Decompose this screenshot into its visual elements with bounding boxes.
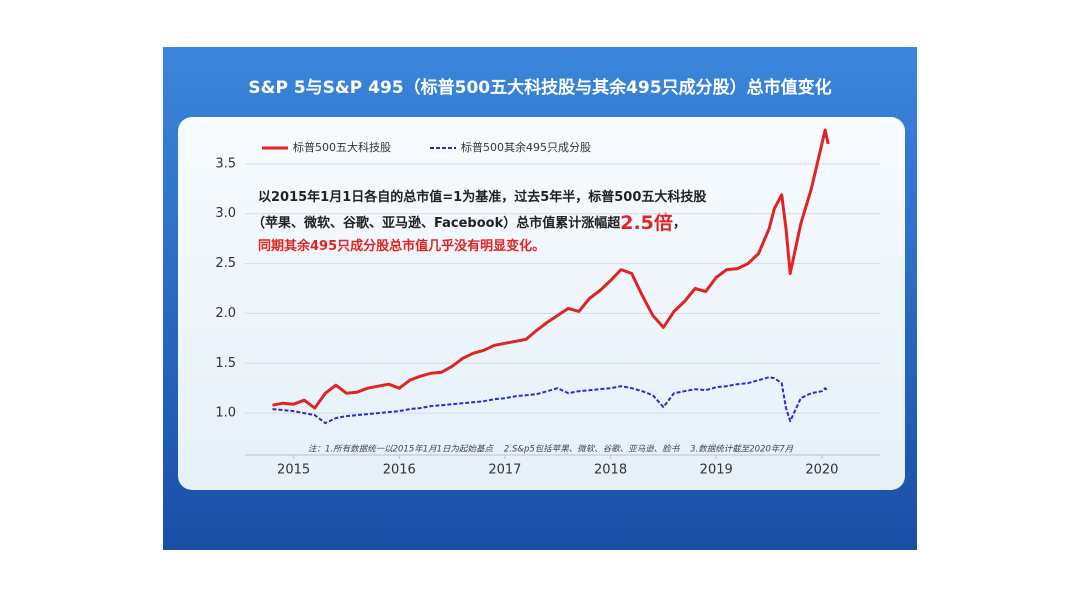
x-tick-label: 2019 — [700, 463, 733, 478]
x-tick-label: 2016 — [383, 463, 416, 478]
legend-label: 标普500五大科技股 — [293, 140, 391, 154]
x-tick-label: 2015 — [277, 463, 310, 478]
annotation-text: （苹果、微软、谷歌、亚马逊、Facebook）总市值累计涨幅超 — [252, 215, 621, 231]
y-tick-label: 2.5 — [215, 256, 236, 271]
series-line — [272, 376, 829, 425]
annotation-highlight: 2.5倍 — [620, 211, 673, 234]
y-tick-label: 3.0 — [215, 206, 236, 221]
y-tick-label: 2.0 — [215, 306, 236, 321]
annotation: 同期其余495只成分股总市值几乎没有明显变化。 — [258, 238, 545, 254]
series-line — [272, 128, 830, 410]
y-tick-label: 3.5 — [215, 156, 236, 171]
annotation-text: 同期其余495只成分股总市值几乎没有明显变化。 — [258, 238, 545, 254]
x-tick-label: 2017 — [488, 463, 521, 478]
y-tick-label: 1.5 — [215, 356, 236, 371]
x-tick-label: 2020 — [805, 463, 838, 478]
annotation-text: 以2015年1月1日各自的总市值=1为基准，过去5年半，标普500五大科技股 — [258, 189, 706, 205]
x-tick-label: 2018 — [594, 463, 627, 478]
annotation: （苹果、微软、谷歌、亚马逊、Facebook）总市值累计涨幅超2.5倍， — [252, 211, 686, 234]
y-tick-label: 1.0 — [215, 406, 236, 421]
footnote: 注：1.所有数据统一以2015年1月1日为起始基点 2.S&p5包括苹果、微软、… — [308, 444, 794, 455]
legend-label: 标普500其余495只成分股 — [461, 140, 591, 154]
plot-panel — [178, 117, 905, 490]
annotation: 以2015年1月1日各自的总市值=1为基准，过去5年半，标普500五大科技股 — [258, 189, 706, 205]
chart-title: S&P 5与S&P 495（标普500五大科技股与其余495只成分股）总市值变化 — [248, 77, 831, 98]
annotation-text: ， — [673, 216, 686, 231]
